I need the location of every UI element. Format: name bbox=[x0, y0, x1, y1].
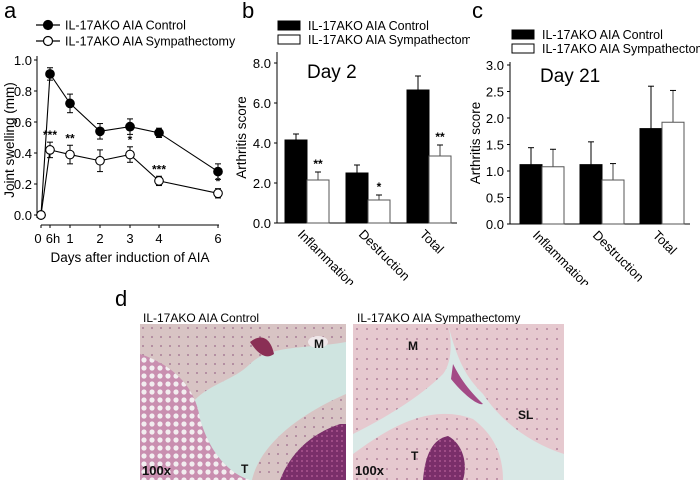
svg-text:***: *** bbox=[43, 128, 57, 142]
legend-marker bbox=[42, 35, 54, 47]
svg-text:1.5: 1.5 bbox=[486, 138, 504, 153]
svg-text:2.0: 2.0 bbox=[486, 111, 504, 126]
label-meniscus: M bbox=[314, 337, 324, 351]
svg-text:6h: 6h bbox=[46, 231, 60, 246]
svg-text:*: * bbox=[377, 180, 382, 194]
data-point bbox=[213, 188, 223, 199]
svg-text:0: 0 bbox=[34, 231, 41, 246]
y-axis-label: Joint swelling (mm) bbox=[2, 82, 17, 198]
data-point bbox=[36, 210, 46, 220]
svg-text:0.0: 0.0 bbox=[14, 208, 32, 223]
label-tibia: T bbox=[411, 449, 419, 463]
y-axis-label: Arthritis score bbox=[468, 102, 483, 185]
svg-text:1: 1 bbox=[66, 231, 73, 246]
micrograph-control-title: IL-17AKO AIA Control bbox=[143, 311, 260, 325]
legend-label: IL-17AKO AIA Control bbox=[542, 28, 663, 42]
svg-text:**: ** bbox=[435, 130, 445, 144]
bar bbox=[306, 179, 330, 224]
chart-a-joint-swelling: IL-17AKO AIA Control IL-17AKO AIA Sympath… bbox=[2, 19, 236, 266]
category-label: Inflammation bbox=[530, 228, 593, 285]
legend-label: IL-17AKO AIA Control bbox=[65, 19, 186, 33]
svg-text:1.0: 1.0 bbox=[14, 53, 32, 68]
bar bbox=[601, 179, 625, 225]
panel-a-letter: a bbox=[4, 0, 17, 23]
magnification-label: 100x bbox=[142, 463, 171, 478]
data-point bbox=[154, 128, 164, 138]
legend-label: IL-17AKO AIA Sympathectomy bbox=[308, 33, 470, 47]
micrograph-control: M T 100x bbox=[140, 324, 346, 480]
data-point bbox=[154, 176, 164, 186]
data-point bbox=[45, 145, 55, 155]
x-axis-label: Days after induction of AIA bbox=[50, 250, 209, 265]
panel-b-letter: b bbox=[242, 0, 255, 23]
chart-title: Day 2 bbox=[307, 62, 357, 83]
histology-image-sympathectomy bbox=[353, 324, 564, 480]
bar bbox=[639, 128, 663, 225]
svg-text:0.6: 0.6 bbox=[14, 115, 32, 130]
bar bbox=[406, 89, 430, 224]
svg-text:0.5: 0.5 bbox=[486, 191, 504, 206]
bar bbox=[579, 164, 603, 225]
svg-text:3.0: 3.0 bbox=[486, 58, 504, 73]
category-label: Total bbox=[417, 227, 447, 257]
y-axis-label: Arthritis score bbox=[234, 96, 249, 179]
svg-text:**: ** bbox=[65, 131, 75, 145]
legend-marker bbox=[42, 19, 54, 31]
svg-text:2: 2 bbox=[96, 231, 103, 246]
bar bbox=[367, 199, 391, 224]
legend-label: IL-17AKO AIA Sympathectomy bbox=[65, 35, 236, 49]
svg-text:8.0: 8.0 bbox=[253, 56, 271, 71]
panel-d-letter: d bbox=[115, 286, 128, 311]
category-label: Destruction bbox=[590, 228, 647, 285]
svg-text:6.0: 6.0 bbox=[253, 96, 271, 111]
legend-label: IL-17AKO AIA Control bbox=[308, 19, 429, 33]
magnification-label: 100x bbox=[355, 463, 384, 478]
svg-text:2.0: 2.0 bbox=[253, 176, 271, 191]
category-label: Total bbox=[650, 228, 680, 258]
bar bbox=[519, 164, 543, 225]
bar bbox=[345, 172, 369, 224]
data-point bbox=[213, 166, 223, 177]
label-synovial-lining: SL bbox=[518, 408, 534, 422]
bar bbox=[428, 155, 452, 224]
svg-text:*: * bbox=[128, 133, 133, 147]
svg-text:2.5: 2.5 bbox=[486, 85, 504, 100]
svg-text:6: 6 bbox=[214, 231, 221, 246]
label-meniscus: M bbox=[408, 339, 418, 353]
svg-text:3: 3 bbox=[126, 231, 133, 246]
svg-text:0.0: 0.0 bbox=[253, 216, 271, 231]
svg-text:*: * bbox=[216, 175, 221, 189]
bar bbox=[661, 121, 685, 225]
svg-text:0.8: 0.8 bbox=[14, 84, 32, 99]
histology-image-control bbox=[140, 324, 346, 480]
svg-text:0.0: 0.0 bbox=[486, 217, 504, 232]
bar bbox=[541, 166, 565, 225]
data-point bbox=[95, 126, 105, 137]
svg-text:4: 4 bbox=[155, 231, 162, 246]
chart-title: Day 21 bbox=[540, 66, 600, 87]
svg-text:4.0: 4.0 bbox=[253, 136, 271, 151]
data-point bbox=[65, 98, 75, 109]
data-point bbox=[45, 69, 55, 79]
data-point bbox=[95, 155, 105, 166]
category-label: Inflammation bbox=[295, 227, 358, 285]
label-tibia: T bbox=[241, 462, 249, 476]
data-point bbox=[65, 149, 75, 160]
data-point bbox=[125, 149, 135, 160]
bar bbox=[284, 139, 308, 224]
data-point bbox=[125, 121, 135, 132]
svg-text:***: *** bbox=[152, 162, 166, 176]
svg-text:**: ** bbox=[313, 157, 323, 171]
panel-c-letter: c bbox=[472, 0, 483, 23]
svg-text:0.2: 0.2 bbox=[14, 177, 32, 192]
svg-text:0.4: 0.4 bbox=[14, 146, 32, 161]
svg-text:1.0: 1.0 bbox=[486, 164, 504, 179]
micrograph-sympathectomy-title: IL-17AKO AIA Sympathectomy bbox=[357, 311, 521, 325]
legend-label: IL-17AKO AIA Sympathectomy bbox=[542, 42, 700, 56]
micrograph-sympathectomy: M SL T 100x bbox=[353, 324, 564, 480]
category-label: Destruction bbox=[356, 227, 413, 284]
